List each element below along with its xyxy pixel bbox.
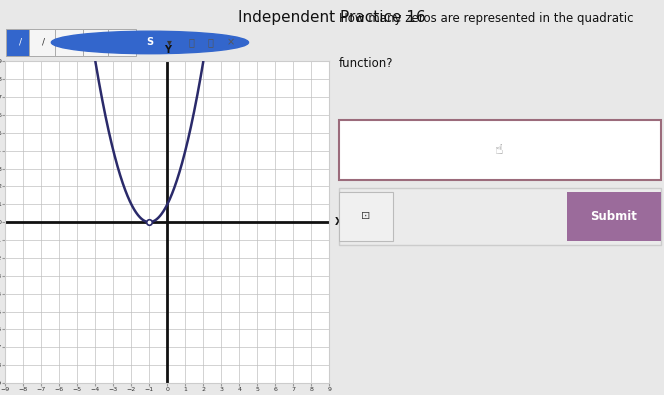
Text: S: S	[146, 38, 153, 47]
Text: Independent Practice 16: Independent Practice 16	[238, 10, 426, 25]
Text: ×: ×	[226, 38, 234, 47]
Text: Tr: Tr	[66, 38, 73, 47]
Text: /: /	[19, 38, 22, 47]
FancyBboxPatch shape	[6, 28, 34, 56]
FancyBboxPatch shape	[29, 28, 57, 56]
Text: ⌢: ⌢	[208, 38, 214, 47]
Text: ⊡: ⊡	[361, 211, 371, 221]
FancyBboxPatch shape	[108, 28, 136, 56]
Text: ⌣: ⌣	[188, 38, 194, 47]
FancyBboxPatch shape	[339, 192, 393, 241]
FancyBboxPatch shape	[339, 188, 661, 245]
Text: How many zeros are represented in the quadratic: How many zeros are represented in the qu…	[339, 12, 633, 25]
Text: Submit: Submit	[590, 210, 637, 223]
Circle shape	[51, 31, 248, 54]
Text: ▾: ▾	[167, 38, 172, 47]
Text: X: X	[335, 217, 342, 227]
Text: /: /	[42, 38, 44, 47]
Text: Y: Y	[164, 45, 171, 55]
Text: ☝: ☝	[495, 143, 504, 157]
FancyBboxPatch shape	[567, 192, 661, 241]
FancyBboxPatch shape	[339, 120, 661, 180]
Text: function?: function?	[339, 57, 393, 70]
Text: ✒: ✒	[118, 38, 125, 47]
Text: √±: √±	[90, 38, 104, 47]
FancyBboxPatch shape	[83, 28, 111, 56]
FancyBboxPatch shape	[55, 28, 84, 56]
